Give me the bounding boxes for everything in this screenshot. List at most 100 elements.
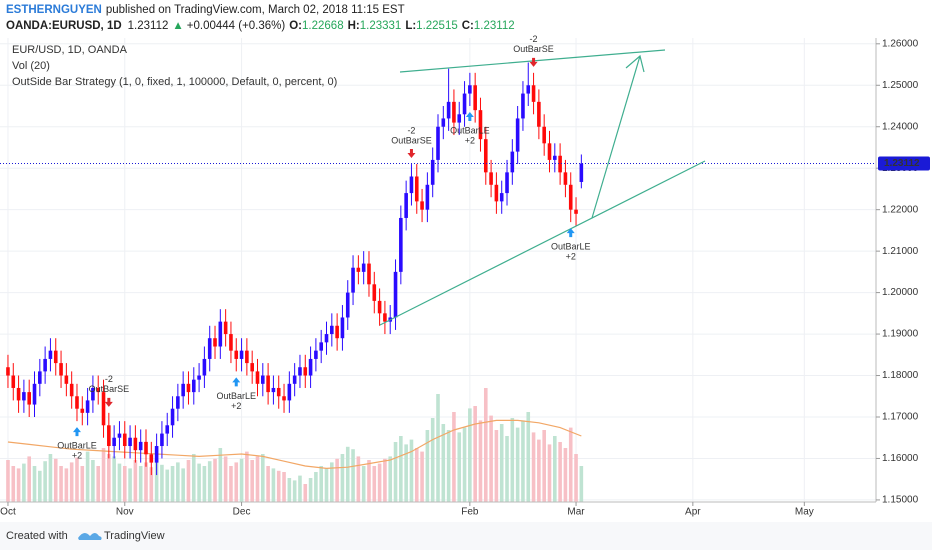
y-tick-label: 1.20000: [882, 287, 919, 298]
candle-body: [186, 383, 191, 393]
candle-body: [489, 172, 493, 185]
long-arrow: [232, 377, 241, 387]
volume-bar: [510, 418, 515, 502]
volume-bar: [22, 463, 26, 502]
signal-qty: +2: [566, 251, 576, 261]
volume-bar: [452, 412, 456, 502]
volume-bar: [96, 466, 101, 502]
y-tick-label: 1.21000: [882, 246, 919, 257]
volume-bar: [75, 457, 79, 502]
candle-body: [383, 313, 387, 322]
y-tick-label: 1.16000: [882, 453, 919, 464]
volume-bar: [229, 466, 233, 502]
candle-body: [446, 101, 451, 119]
volume-bar: [223, 456, 228, 502]
volume-bar: [526, 412, 531, 502]
signal-qty: -2: [530, 34, 538, 44]
volume-bar: [505, 436, 509, 502]
footer-brand[interactable]: TradingView: [104, 530, 165, 542]
candle-body: [266, 375, 270, 393]
footer-created: Created with: [6, 530, 68, 542]
c-label: C:: [462, 20, 474, 32]
volume-bar: [399, 436, 403, 502]
candle-body: [499, 193, 504, 202]
candle-body: [160, 433, 164, 447]
candle-body: [149, 454, 154, 463]
trend-line-lower: [379, 160, 706, 326]
candle-body: [53, 350, 58, 364]
volume-bar: [345, 446, 350, 502]
long-arrow: [72, 427, 81, 437]
candle-body: [69, 383, 74, 397]
volume-bar: [186, 460, 191, 502]
candle-body: [345, 292, 350, 318]
candle-body: [85, 400, 90, 413]
candle-body: [165, 425, 170, 434]
volume-bar: [489, 415, 493, 502]
volume-bar: [404, 444, 408, 502]
candle-body: [441, 118, 446, 127]
l-value: 1.22515: [416, 20, 458, 32]
volume-bar: [558, 442, 562, 502]
signal-qty: -2: [105, 374, 113, 384]
volume-bar: [340, 454, 345, 502]
volume-bar: [250, 460, 254, 502]
candle-body: [133, 437, 138, 451]
volume-bar: [303, 484, 308, 502]
candle-body: [117, 433, 122, 438]
volume-bar: [144, 462, 148, 502]
volume-bar: [117, 463, 122, 502]
signals: OutBarLE+2OutBarSE-2OutBarLE+2OutBarSE-2…: [57, 34, 590, 460]
volume-bar: [53, 458, 58, 502]
candle-body: [298, 367, 302, 376]
candle-body: [255, 371, 260, 384]
candle-body: [287, 383, 292, 401]
candle-body: [483, 139, 488, 173]
candle-body: [91, 387, 95, 401]
volume-bar: [499, 424, 504, 502]
candle-body: [191, 379, 196, 393]
x-tick-label: Mar: [567, 507, 585, 518]
volume-bar: [133, 460, 138, 502]
volume-bar: [170, 466, 175, 502]
arrow-head: [625, 54, 645, 73]
candle-body: [436, 126, 440, 160]
volume-bar: [515, 427, 520, 502]
candle-body: [478, 110, 483, 140]
volume-bar: [531, 432, 536, 502]
y-tick-label: 1.25000: [882, 80, 919, 91]
long-arrow: [465, 112, 474, 122]
candle-body: [271, 387, 276, 393]
volume-bar: [38, 470, 42, 502]
candle-body: [138, 441, 143, 451]
candle-body: [319, 342, 323, 351]
candle-body: [574, 209, 578, 214]
candle-body: [542, 126, 546, 144]
volume-bar: [266, 466, 270, 502]
candle-body: [59, 363, 63, 376]
candle-body: [547, 143, 552, 160]
candle-body: [537, 101, 541, 127]
short-arrow: [529, 57, 538, 67]
volume-bar: [176, 462, 180, 502]
volume-bar: [425, 430, 430, 502]
volume-bar: [441, 424, 446, 502]
candle-body: [181, 383, 185, 397]
candle-body: [457, 114, 462, 123]
signal-label: OutBarSE: [89, 384, 130, 394]
volume-bar: [207, 461, 212, 502]
signal-qty: -2: [407, 125, 415, 135]
volume-bar: [446, 430, 451, 502]
candle-body: [229, 334, 233, 351]
candle-body: [526, 85, 531, 94]
candle-body: [425, 184, 430, 210]
candle-body: [351, 267, 355, 293]
volume-bar: [138, 466, 143, 502]
candle-body: [250, 363, 254, 372]
candle-body: [303, 367, 308, 376]
volume-bar: [436, 394, 440, 502]
candle-body: [308, 358, 313, 376]
volume-bar: [356, 456, 361, 502]
candle-body: [558, 155, 562, 173]
candle-body: [122, 433, 127, 447]
